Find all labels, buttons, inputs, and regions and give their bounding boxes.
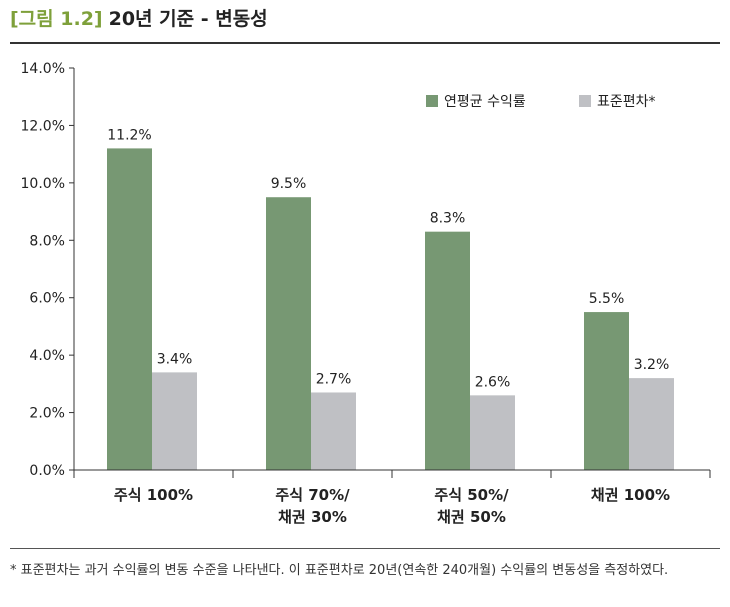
y-tick-label: 4.0% <box>29 348 65 364</box>
legend-swatch-std-dev <box>579 95 591 107</box>
x-tick-label: 채권 100% <box>591 486 670 504</box>
y-tick-label: 10.0% <box>21 176 65 192</box>
x-tick-label: 주식 70%/ <box>275 486 350 504</box>
data-label: 3.2% <box>634 357 670 373</box>
x-tick-label: 채권 50% <box>437 508 506 526</box>
y-tick-label: 0.0% <box>29 463 65 479</box>
y-tick-label: 8.0% <box>29 233 65 249</box>
data-label: 5.5% <box>589 291 625 307</box>
footnote: * 표준편차는 과거 수익률의 변동 수준을 나타낸다. 이 표준편차로 20년… <box>10 563 669 578</box>
y-tick-label: 12.0% <box>21 118 65 134</box>
data-label: 8.3% <box>430 211 466 227</box>
bar-std-dev <box>470 395 515 470</box>
bar-annual-return <box>107 148 152 470</box>
x-tick-label: 채권 30% <box>278 508 347 526</box>
legend-label-std-dev: 표준편차* <box>597 94 656 110</box>
bar-std-dev <box>311 392 356 470</box>
y-tick-label: 2.0% <box>29 406 65 422</box>
y-tick-label: 14.0% <box>21 61 65 77</box>
data-label: 2.6% <box>475 374 511 390</box>
bar-chart: 0.0% 2.0% 4.0% 6.0% 8.0% 10.0% 12.0% 14.0% 11.2%… <box>21 61 711 526</box>
bar-annual-return <box>584 312 629 470</box>
x-tick-label: 주식 100% <box>114 486 193 504</box>
x-tick-label: 주식 50%/ <box>434 486 509 504</box>
legend-label-annual-return: 연평균 수익률 <box>444 94 526 110</box>
bar-std-dev <box>152 372 197 470</box>
bar-annual-return <box>266 197 311 470</box>
figure-heading: 20년 기준 - 변동성 <box>108 8 268 30</box>
legend-swatch-annual-return <box>426 95 438 107</box>
data-label: 9.5% <box>271 176 307 192</box>
data-label: 2.7% <box>316 371 352 387</box>
title-divider <box>10 42 720 44</box>
bar-annual-return <box>425 231 470 470</box>
figure-title: [그림 1.2] 20년 기준 - 변동성 <box>10 4 268 31</box>
data-label: 11.2% <box>107 127 151 143</box>
footnote-divider <box>10 548 720 549</box>
data-label: 3.4% <box>157 351 193 367</box>
y-tick-label: 6.0% <box>29 291 65 307</box>
figure-label: [그림 1.2] <box>10 8 103 30</box>
bar-std-dev <box>629 378 674 470</box>
